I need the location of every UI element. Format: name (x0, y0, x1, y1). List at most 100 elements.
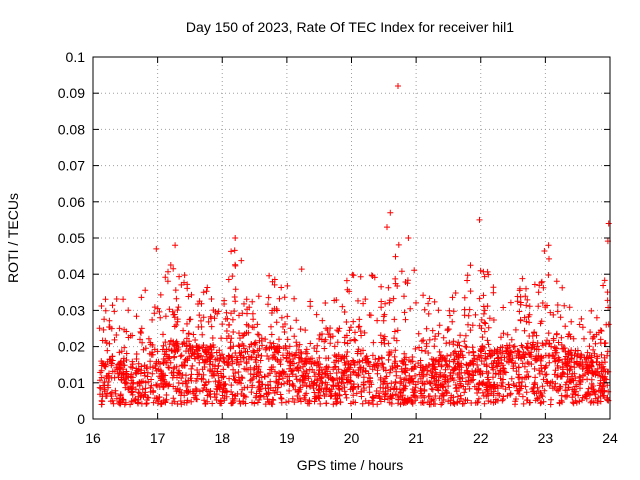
data-point (259, 342, 266, 349)
data-point (366, 389, 373, 396)
data-point (343, 394, 350, 401)
data-point (227, 339, 234, 346)
data-point (596, 361, 603, 368)
data-point (478, 358, 485, 364)
data-point (536, 282, 543, 289)
data-point (355, 324, 362, 331)
data-point (402, 369, 409, 376)
data-point (369, 352, 376, 359)
data-point (391, 316, 398, 323)
data-point (432, 369, 439, 376)
data-point (298, 266, 305, 273)
data-point (268, 323, 274, 330)
data-point (381, 337, 388, 344)
data-point (306, 382, 313, 389)
data-point (255, 352, 262, 358)
data-point (298, 355, 305, 362)
data-point (215, 308, 222, 315)
data-point (140, 378, 146, 385)
data-point (190, 388, 197, 395)
data-point (406, 379, 413, 386)
data-point (406, 372, 413, 379)
data-point (538, 399, 545, 406)
data-point (307, 340, 314, 347)
data-point (250, 366, 257, 373)
data-point (171, 347, 178, 354)
data-point (554, 362, 561, 369)
data-point (293, 343, 300, 349)
data-point (415, 330, 422, 337)
data-point (484, 337, 491, 344)
data-point (455, 339, 462, 346)
data-point (243, 321, 250, 328)
y-tick-label: 0.05 (58, 230, 85, 246)
data-point (333, 400, 340, 407)
data-point (348, 378, 354, 385)
data-point (207, 358, 214, 365)
data-point (577, 381, 583, 388)
data-point (252, 339, 259, 346)
data-point (248, 354, 255, 361)
data-point (347, 324, 354, 331)
data-point (202, 346, 209, 353)
data-point (159, 381, 166, 387)
data-point (235, 374, 242, 381)
data-point (557, 314, 564, 321)
data-point (240, 354, 247, 361)
data-point (195, 324, 202, 330)
data-point (450, 394, 457, 401)
data-point (293, 339, 300, 346)
data-point (463, 361, 470, 368)
data-point (313, 394, 320, 401)
data-point (604, 352, 611, 359)
data-point (525, 373, 532, 380)
data-point (447, 372, 453, 379)
data-point (175, 346, 182, 353)
y-tick-label: 0.06 (58, 194, 85, 210)
data-point (497, 369, 504, 375)
data-point (161, 358, 168, 364)
data-point (491, 350, 498, 356)
data-point (454, 393, 461, 400)
data-point (446, 363, 453, 370)
data-point (531, 330, 537, 336)
data-point (484, 374, 491, 381)
data-point (552, 357, 559, 364)
data-point (248, 341, 255, 348)
data-point (401, 350, 408, 357)
data-point (120, 396, 127, 403)
data-point (354, 383, 361, 390)
data-point (449, 318, 456, 325)
data-point (253, 359, 259, 366)
data-point (523, 285, 529, 292)
data-point (236, 350, 243, 357)
data-point (584, 349, 591, 356)
data-point (388, 400, 395, 407)
data-point (585, 385, 592, 392)
data-point (540, 376, 547, 383)
data-point (573, 358, 580, 365)
data-point (164, 353, 171, 360)
data-point (472, 311, 479, 318)
data-point (224, 315, 231, 322)
data-point (302, 327, 309, 334)
data-point (277, 391, 284, 398)
data-point (456, 342, 463, 349)
data-point (120, 358, 127, 365)
data-point (209, 361, 216, 368)
data-point (220, 354, 227, 361)
data-point (284, 313, 291, 320)
data-point (215, 363, 222, 370)
data-point (512, 326, 519, 333)
data-point (561, 302, 568, 309)
data-point (312, 359, 318, 366)
data-point (175, 304, 182, 311)
data-point (169, 374, 176, 381)
data-point (380, 313, 387, 320)
data-point (544, 302, 550, 309)
data-point (519, 393, 526, 400)
data-point (591, 388, 598, 395)
data-point (287, 325, 294, 332)
data-point (470, 360, 476, 367)
